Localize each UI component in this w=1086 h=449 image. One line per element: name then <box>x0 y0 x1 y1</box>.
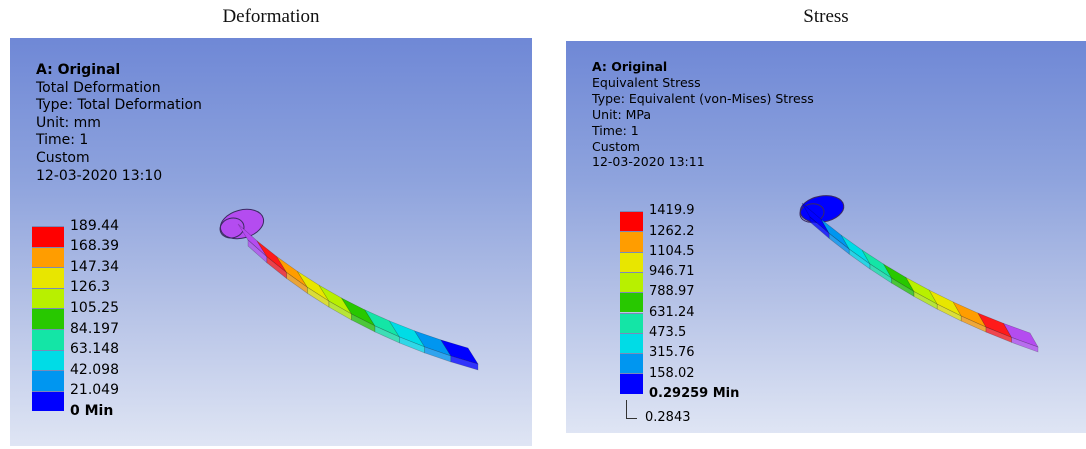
stress-legend-label: 158.02 <box>649 365 695 381</box>
deformation-legend-label: 189.44 <box>70 217 119 234</box>
deformation-info-line: 12-03-2020 13:10 <box>36 167 163 184</box>
deformation-info-line: Time: 1 <box>36 132 89 149</box>
stress-legend-swatch <box>620 292 643 313</box>
stress-legend-swatch <box>620 251 643 272</box>
deformation-info-line: Custom <box>36 149 90 166</box>
stress-legend-swatch <box>620 373 643 394</box>
deformation-legend-swatch <box>32 308 64 329</box>
stress-legend-swatch <box>620 271 643 293</box>
stress-info-line: Custom <box>592 138 640 154</box>
deformation-spring-segment-side <box>450 355 479 371</box>
deformation-legend-swatch <box>32 267 64 288</box>
deformation-legend-label: 84.197 <box>70 320 119 337</box>
stress-viewport[interactable]: A: Original Equivalent Stress Type: Equi… <box>566 41 1086 433</box>
stress-legend-label: 946.71 <box>649 264 695 280</box>
deformation-legend-label: 126.3 <box>70 279 111 296</box>
deformation-legend-label: 42.098 <box>70 361 119 378</box>
stress-legend-label: 315.76 <box>649 345 695 361</box>
deformation-legend-label: 147.34 <box>70 258 119 275</box>
deformation-legend-label: 105.25 <box>70 300 119 316</box>
stress-info-line: Unit: MPa <box>592 106 652 122</box>
stress-caption: Stress <box>803 6 849 27</box>
stress-info-line: Equivalent Stress <box>592 74 701 90</box>
deformation-model[interactable] <box>10 38 532 446</box>
stress-legend-label: 1419.9 <box>649 203 695 219</box>
stress-legend-swatch <box>620 211 643 232</box>
deformation-legend-swatch <box>32 287 64 309</box>
stress-legend-min-label: 0.29259 Min <box>649 385 740 401</box>
stress-legend-label: 473.5 <box>649 325 687 340</box>
stress-probe-leader <box>626 399 637 419</box>
stress-model-title: A: Original <box>592 59 668 74</box>
stress-info-line: 12-03-2020 13:11 <box>592 154 705 170</box>
deformation-spring-eye-hole <box>219 217 245 239</box>
stress-info-line: Time: 1 <box>592 122 639 138</box>
deformation-spring-eye <box>219 208 265 240</box>
stress-spring-segment-side <box>1011 336 1039 353</box>
deformation-viewport[interactable]: A: Original Total Deformation Type: Tota… <box>10 38 532 446</box>
stress-legend-swatch <box>620 332 643 354</box>
deformation-info-line: Type: Total Deformation <box>36 97 202 114</box>
stress-legend-label: 788.97 <box>649 284 695 300</box>
stress-model[interactable] <box>566 41 1086 433</box>
stress-info-line: Type: Equivalent (von-Mises) Stress <box>592 90 814 106</box>
deformation-legend-swatch <box>32 390 64 412</box>
deformation-legend-swatch <box>32 226 64 247</box>
deformation-legend-label: 63.148 <box>70 341 119 358</box>
deformation-result-info: A: Original Total Deformation Type: Tota… <box>36 62 202 185</box>
deformation-info-line: Total Deformation <box>36 79 161 96</box>
deformation-legend-swatch <box>32 246 64 268</box>
stress-legend-swatch <box>620 353 643 374</box>
stress-legend-label: 631.24 <box>649 304 695 320</box>
stress-probe-label: 0.2843 <box>645 409 691 425</box>
stress-legend-swatch <box>620 312 643 333</box>
deformation-legend-swatch <box>32 349 64 371</box>
deformation-legend-min-label: 0 Min <box>70 403 114 419</box>
stress-legend-swatch <box>620 231 643 252</box>
deformation-legend-label: 168.39 <box>70 238 119 255</box>
deformation-legend-swatch <box>32 370 64 391</box>
stress-legend-label: 1262.2 <box>649 223 695 239</box>
stress-result-info: A: Original Equivalent Stress Type: Equi… <box>592 59 814 170</box>
deformation-caption: Deformation <box>222 6 320 27</box>
deformation-legend-label: 21.049 <box>70 382 119 399</box>
deformation-info-line: Unit: mm <box>36 114 101 131</box>
stress-legend-label: 1104.5 <box>649 243 695 259</box>
deformation-legend-swatch <box>32 329 64 350</box>
deformation-model-title: A: Original <box>36 62 121 78</box>
